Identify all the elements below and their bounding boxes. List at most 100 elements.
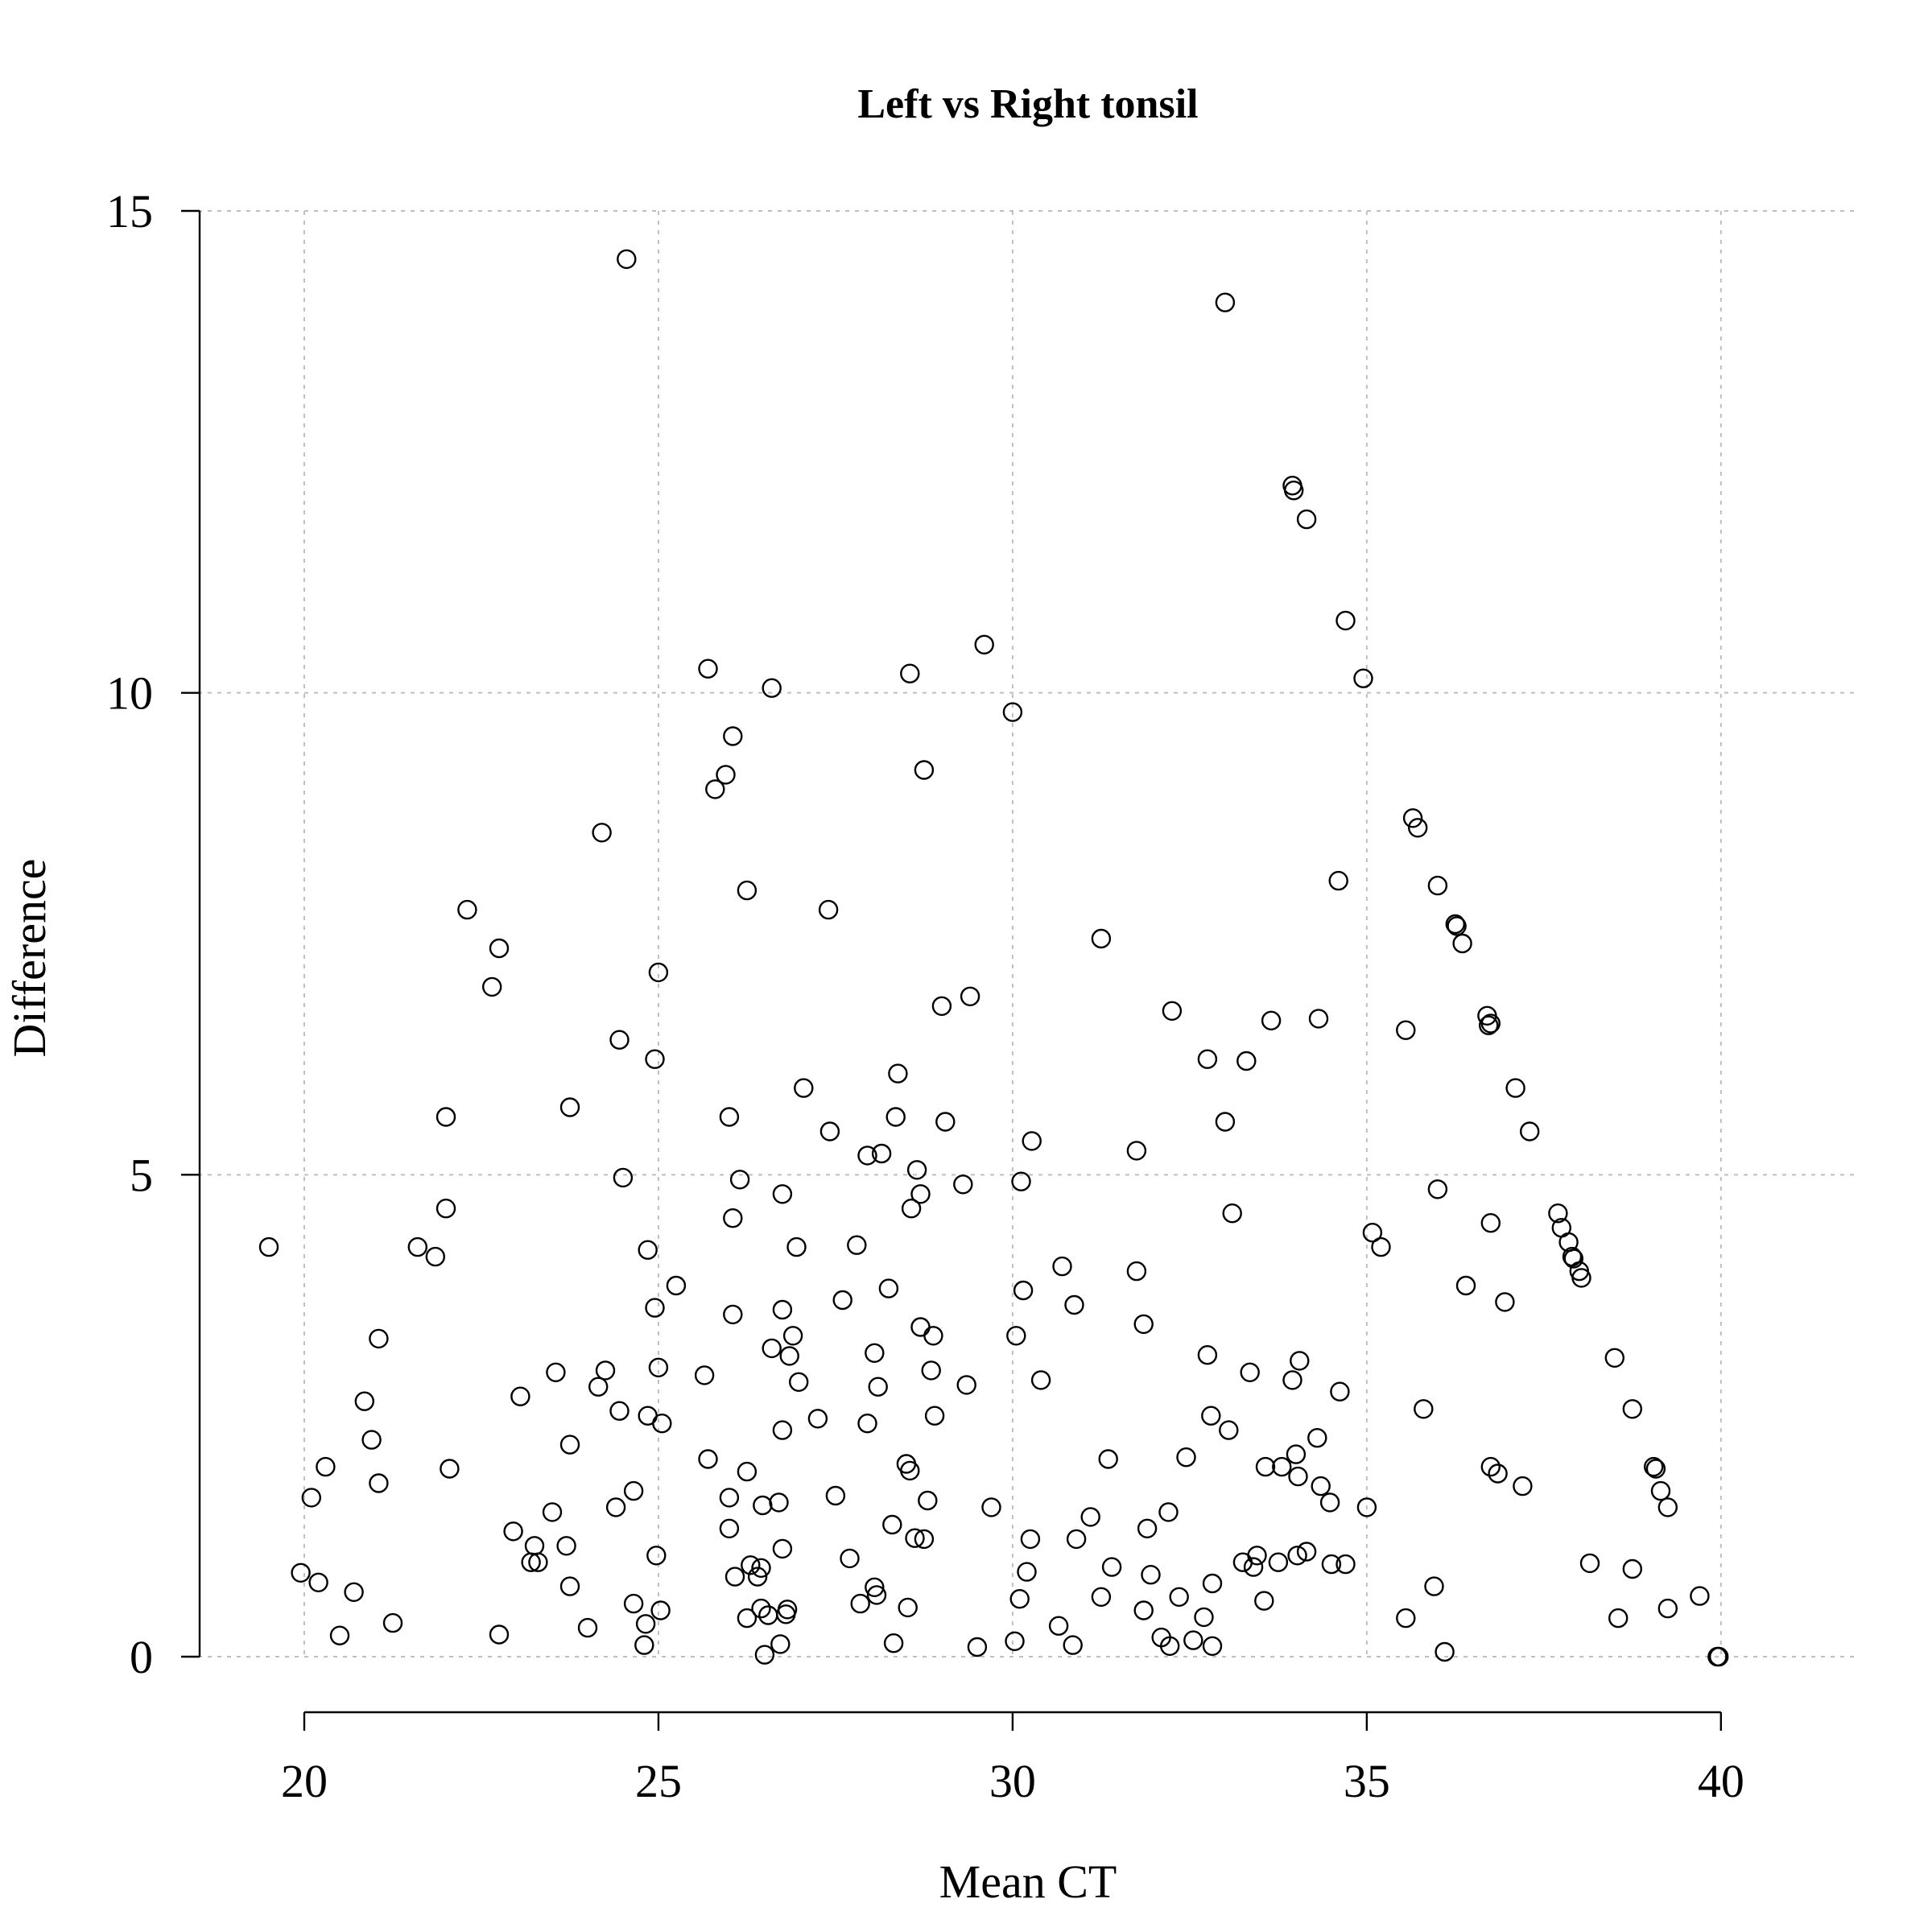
data-point [635, 1614, 656, 1634]
data-point [648, 962, 669, 983]
data-point [1201, 1406, 1221, 1426]
y-tick-label: 0 [130, 1631, 153, 1683]
data-point [617, 249, 637, 270]
data-point [1052, 1256, 1072, 1277]
data-point [762, 678, 782, 698]
data-point [1137, 1518, 1158, 1539]
data-point [1424, 1576, 1444, 1596]
data-point [1133, 1600, 1154, 1620]
data-point [1288, 1466, 1308, 1487]
data-point [1215, 292, 1236, 312]
data-point [1176, 1447, 1196, 1468]
data-point [1296, 1542, 1317, 1562]
data-point [956, 1375, 976, 1395]
y-axis: 0 5 10 15 [106, 185, 201, 1683]
data-point [1006, 1326, 1026, 1346]
data-point [1011, 1171, 1031, 1191]
data-point [1013, 1280, 1034, 1301]
data-point [865, 1577, 885, 1598]
data-point [1126, 1141, 1147, 1161]
data-point [457, 899, 477, 920]
data-point [1022, 1131, 1042, 1151]
data-point [1608, 1608, 1629, 1629]
y-tick-label: 10 [106, 667, 153, 720]
data-point [1308, 1009, 1329, 1029]
data-point [1335, 1554, 1356, 1575]
data-point [762, 1338, 782, 1359]
data-point [931, 996, 952, 1017]
data-point [906, 1160, 927, 1180]
data-point [308, 1572, 328, 1593]
data-point [369, 1328, 389, 1349]
data-point [344, 1582, 364, 1603]
data-point [789, 1372, 809, 1393]
data-point [546, 1362, 566, 1383]
data-point [794, 1078, 814, 1098]
data-point [1133, 1314, 1154, 1335]
data-point [1435, 1641, 1455, 1662]
data-point [737, 880, 758, 901]
data-point [1488, 1463, 1508, 1484]
data-point [786, 1236, 807, 1257]
data-point [747, 1567, 768, 1587]
data-point [905, 1528, 925, 1548]
data-point [369, 1473, 389, 1493]
data-point [1356, 1497, 1377, 1517]
data-point [1005, 1631, 1025, 1652]
data-point [382, 1612, 403, 1633]
data-point [1445, 914, 1466, 935]
data-point [866, 1585, 887, 1605]
data-point [1158, 1502, 1179, 1522]
data-point [1254, 1591, 1274, 1611]
data-point [1321, 1554, 1342, 1575]
data-point [751, 1598, 771, 1619]
data-point [1622, 1399, 1643, 1419]
data-point [1194, 1607, 1214, 1628]
x-axis: 20 25 30 35 40 [281, 1711, 1744, 1807]
data-point [1066, 1529, 1087, 1550]
data-point [1311, 1476, 1331, 1496]
data-point [489, 938, 510, 959]
y-tick-label: 5 [130, 1149, 153, 1201]
data-point [1202, 1573, 1223, 1594]
data-point [901, 1198, 922, 1219]
data-point [888, 1063, 908, 1084]
data-point [1064, 1294, 1084, 1315]
data-point [1202, 1636, 1223, 1657]
data-point [666, 1275, 687, 1296]
data-point [559, 1576, 580, 1596]
data-point [1091, 928, 1112, 949]
data-point [1407, 818, 1428, 838]
data-point [782, 1326, 803, 1346]
data-point [1283, 481, 1304, 501]
data-point [407, 1236, 427, 1257]
data-point [1141, 1564, 1161, 1585]
data-point [921, 1360, 941, 1381]
data-point [779, 1346, 799, 1366]
data-point [1219, 1420, 1239, 1440]
data-point [1091, 1587, 1112, 1608]
data-point [751, 1558, 771, 1579]
data-point [777, 1600, 798, 1620]
data-point [650, 1600, 671, 1620]
data-point [645, 1298, 665, 1318]
data-point [1215, 1112, 1236, 1132]
data-point [1480, 1013, 1501, 1034]
data-point [871, 1143, 892, 1164]
data-point [754, 1645, 775, 1665]
data-point [556, 1536, 576, 1556]
data-point [605, 1497, 626, 1517]
data-point [770, 1634, 791, 1654]
data-point [1101, 1557, 1122, 1577]
data-point [646, 1546, 667, 1566]
data-point [1240, 1362, 1260, 1383]
data-point [1505, 1078, 1525, 1098]
data-point [1287, 1546, 1307, 1566]
data-point [935, 1112, 956, 1132]
data-point [1009, 1588, 1030, 1609]
data-point [595, 1360, 616, 1381]
data-point [886, 1107, 906, 1127]
data-point [847, 1235, 867, 1255]
data-point [698, 1449, 718, 1469]
data-point [1563, 1249, 1584, 1269]
